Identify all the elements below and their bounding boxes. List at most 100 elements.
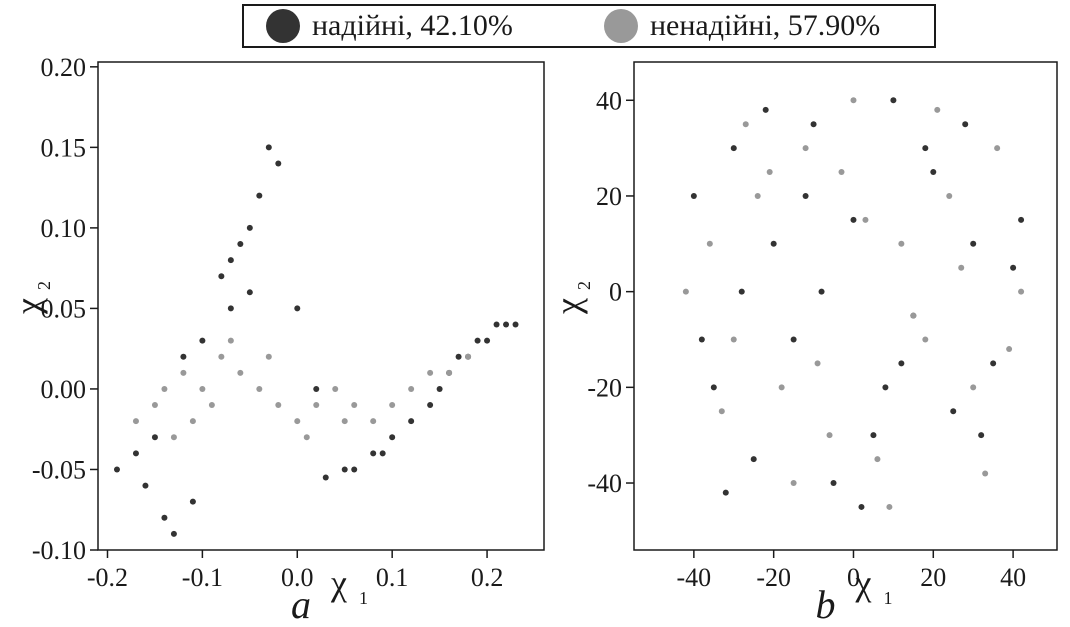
plot-frame xyxy=(97,61,545,551)
scatter-point xyxy=(170,434,177,441)
scatter-point xyxy=(446,369,453,376)
scatter-point xyxy=(503,321,510,328)
scatter-point xyxy=(161,514,168,521)
scatter-point xyxy=(408,418,415,425)
scatter-point xyxy=(990,360,997,367)
scatter-point xyxy=(199,337,206,344)
legend: надійні, 42.10% ненадійні, 57.90% xyxy=(242,4,936,48)
scatter-point xyxy=(208,402,215,409)
scatter-point xyxy=(730,145,737,152)
scatter-point xyxy=(218,353,225,360)
scatter-point xyxy=(922,145,929,152)
scatter-point xyxy=(698,336,705,343)
scatter-point xyxy=(962,121,969,128)
y-tick-label: 0.05 xyxy=(41,294,87,323)
x-axis-label: χ xyxy=(855,563,872,603)
scatter-point xyxy=(1018,216,1025,223)
scatter-point xyxy=(142,482,149,489)
scatter-point xyxy=(151,434,158,441)
plot-frame xyxy=(633,61,1058,551)
scatter-point xyxy=(978,432,985,439)
scatter-point xyxy=(408,385,415,392)
scatter-point xyxy=(862,216,869,223)
scatter-point xyxy=(351,466,358,473)
scatter-point xyxy=(227,337,234,344)
scatter-point xyxy=(882,384,889,391)
scatter-point xyxy=(256,192,263,199)
y-axis-label: χ xyxy=(548,298,588,315)
scatter-point xyxy=(341,418,348,425)
scatter-point xyxy=(427,369,434,376)
scatter-point xyxy=(890,97,897,104)
y-tick-label: -20 xyxy=(587,373,622,402)
scatter-point xyxy=(982,470,989,477)
scatter-point xyxy=(180,369,187,376)
scatter-point xyxy=(132,450,139,457)
scatter-point xyxy=(690,192,697,199)
scatter-point xyxy=(778,384,785,391)
scatter-point xyxy=(730,336,737,343)
x-tick-label: 0.0 xyxy=(281,563,314,592)
scatter-point xyxy=(722,489,729,496)
x-tick-label: -0.1 xyxy=(182,563,223,592)
scatter-point xyxy=(934,106,941,113)
y-axis-label-subscript: 2 xyxy=(574,281,594,290)
scatter-point xyxy=(946,192,953,199)
scatter-point xyxy=(237,369,244,376)
scatter-point xyxy=(303,434,310,441)
scatter-point xyxy=(886,503,893,510)
scatter-point xyxy=(256,385,263,392)
scatter-point xyxy=(910,312,917,319)
scatter-point xyxy=(682,288,689,295)
x-axis-label: χ xyxy=(330,563,347,603)
scatter-point xyxy=(265,353,272,360)
legend-marker-unreliable xyxy=(604,9,638,43)
x-axis-label-subscript: 1 xyxy=(359,588,368,608)
series-1 xyxy=(682,97,1025,510)
scatter-point xyxy=(1010,264,1017,271)
scatter-point xyxy=(227,257,234,264)
y-tick-label: -0.10 xyxy=(32,536,86,565)
y-tick-label: 40 xyxy=(596,86,622,115)
scatter-point xyxy=(474,337,481,344)
scatter-point xyxy=(790,336,797,343)
legend-label-unreliable: ненадійні, 57.90% xyxy=(650,9,881,42)
scatter-point xyxy=(802,192,809,199)
scatter-point xyxy=(710,384,717,391)
scatter-point xyxy=(958,264,965,271)
legend-item-unreliable: ненадійні, 57.90% xyxy=(604,9,880,43)
scatter-point xyxy=(294,418,301,425)
scatter-point xyxy=(189,498,196,505)
scatter-point xyxy=(850,216,857,223)
scatter-point xyxy=(313,385,320,392)
scatter-point xyxy=(838,169,845,176)
scatter-point xyxy=(762,106,769,113)
scatter-point xyxy=(170,530,177,537)
scatter-point xyxy=(830,480,837,487)
scatter-point xyxy=(742,121,749,128)
x-tick-label: 20 xyxy=(920,563,946,592)
scatter-point xyxy=(930,169,937,176)
scatter-point xyxy=(790,480,797,487)
scatter-point xyxy=(218,273,225,280)
scatter-point xyxy=(313,402,320,409)
scatter-point xyxy=(898,360,905,367)
scatter-point xyxy=(113,466,120,473)
y-tick-label: 0.15 xyxy=(41,133,87,162)
scatter-point xyxy=(265,144,272,151)
y-axis-label-subscript: 2 xyxy=(34,281,54,290)
scatter-point xyxy=(770,240,777,247)
scatter-point xyxy=(151,402,158,409)
scatter-point xyxy=(180,353,187,360)
scatter-point xyxy=(132,418,139,425)
x-tick-label: -20 xyxy=(756,563,791,592)
y-tick-label: 0.00 xyxy=(41,375,87,404)
y-tick-label: -40 xyxy=(587,469,622,498)
y-axis-label: χ xyxy=(8,298,48,315)
scatter-point xyxy=(874,456,881,463)
scatter-point xyxy=(754,192,761,199)
scatter-point xyxy=(950,408,957,415)
scatter-point xyxy=(706,240,713,247)
